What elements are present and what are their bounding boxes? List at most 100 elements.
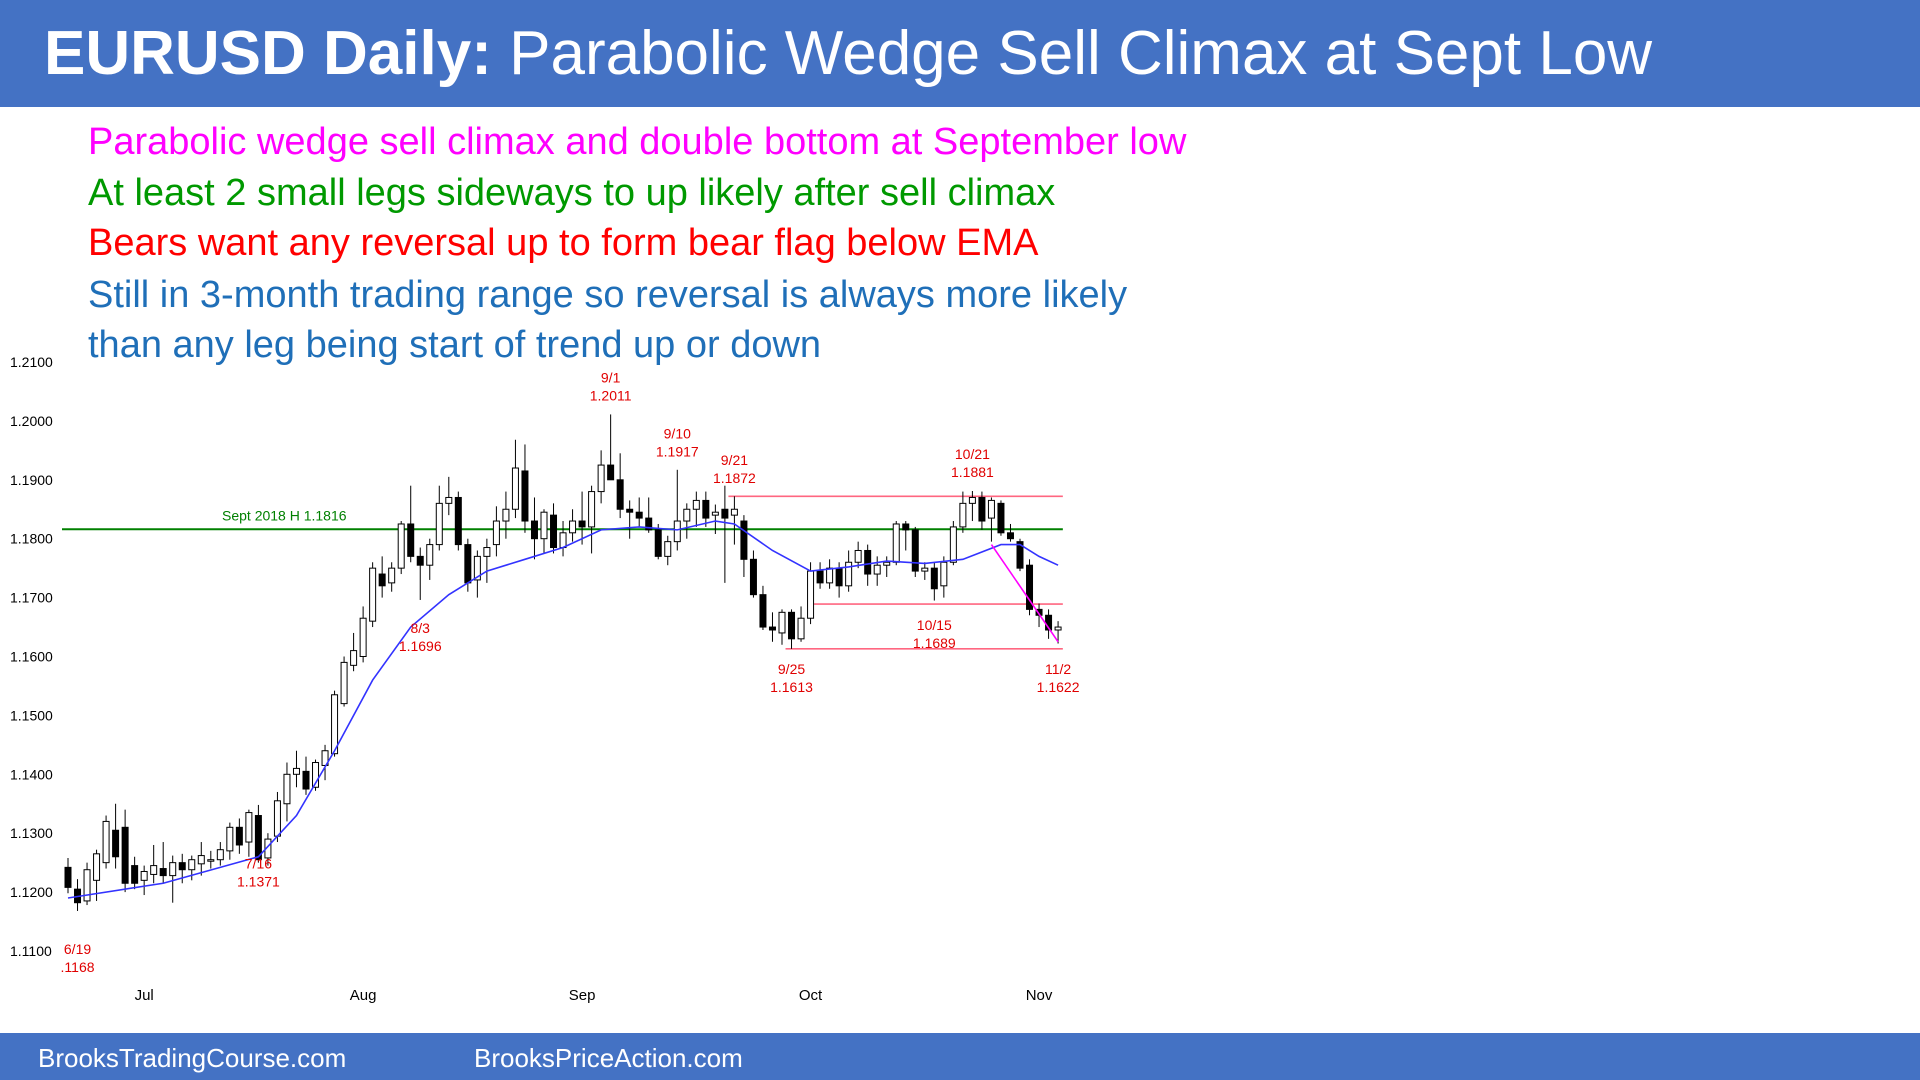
- page-title-rest: Parabolic Wedge Sell Climax at Sept Low: [509, 19, 1653, 88]
- candle-body: [521, 470, 529, 522]
- annotation-price: 1.1696: [399, 638, 442, 654]
- candle-body: [530, 520, 538, 540]
- candle-body: [1054, 626, 1062, 631]
- candle-body: [797, 617, 805, 640]
- candle-body: [826, 567, 834, 584]
- annotation-date: 9/21: [721, 452, 748, 468]
- support-line-label: Sept 2018 H 1.1816: [222, 507, 347, 523]
- wedge-line: [990, 544, 1059, 643]
- candle-body: [902, 523, 910, 531]
- ema-line: [67, 520, 1059, 899]
- candle-body: [121, 826, 129, 884]
- candle-body: [930, 567, 938, 590]
- candle-body: [588, 491, 596, 528]
- annotation-price: 1.1371: [237, 874, 280, 890]
- annotation-date: 8/3: [411, 620, 431, 636]
- candle-body: [949, 526, 957, 563]
- candle-body: [454, 496, 462, 546]
- annotation-date: 10/15: [917, 617, 952, 633]
- candle-body: [197, 855, 205, 865]
- x-tick-label: Jul: [135, 987, 154, 1004]
- annotation-price: .1168: [61, 959, 95, 975]
- candle-body: [502, 508, 510, 522]
- candle-body: [978, 496, 986, 522]
- candle-body: [93, 853, 101, 881]
- candle-body: [711, 511, 719, 516]
- candle-body: [226, 826, 234, 852]
- y-tick-label: 1.1500: [10, 707, 53, 723]
- candle-body: [350, 650, 358, 666]
- page-title-bold: EURUSD Daily:: [44, 19, 492, 88]
- candle-body: [83, 869, 91, 902]
- candle-body: [112, 829, 120, 858]
- candle-body: [492, 520, 500, 546]
- candle-body: [435, 502, 443, 546]
- candle-body: [378, 573, 386, 587]
- candle-body: [407, 523, 415, 557]
- candle-body: [692, 499, 700, 510]
- candle-body: [388, 567, 396, 584]
- annotation-price: 1.2011: [590, 388, 632, 404]
- candle-body: [559, 532, 567, 549]
- candle-body: [64, 866, 72, 888]
- annotation-date: 10/21: [955, 446, 990, 462]
- candle-body: [188, 859, 196, 871]
- y-tick-label: 1.1900: [10, 472, 53, 488]
- candle-body: [397, 523, 405, 569]
- candle-body: [845, 561, 853, 587]
- candle-body: [607, 464, 615, 481]
- note-line-1: Parabolic wedge sell climax and double b…: [88, 121, 1187, 163]
- footer-right-link[interactable]: BrooksPriceAction.com: [474, 1043, 743, 1073]
- note-line-5: than any leg being start of trend up or …: [88, 324, 822, 366]
- candle-body: [159, 868, 167, 877]
- page-title: EURUSD Daily: Parabolic Wedge Sell Clima…: [44, 18, 1652, 89]
- candle-body: [331, 694, 339, 755]
- candle-body: [759, 594, 767, 628]
- annotation-date: 9/10: [664, 426, 691, 442]
- y-tick-label: 1.1400: [10, 766, 53, 782]
- candle-body: [312, 762, 320, 788]
- candle-body: [245, 812, 253, 843]
- footer-left-link[interactable]: BrooksTradingCourse.com: [38, 1043, 347, 1073]
- y-tick-label: 1.2100: [10, 354, 53, 370]
- candle-body: [854, 549, 862, 563]
- y-tick-label: 1.1700: [10, 590, 53, 606]
- annotation-price: 1.1881: [951, 464, 994, 480]
- candle-body: [511, 467, 519, 510]
- candle-body: [721, 508, 729, 519]
- candle-body: [426, 544, 434, 566]
- candle-body: [169, 862, 177, 877]
- candle-body: [654, 529, 662, 557]
- candle-body: [445, 496, 453, 504]
- candle-body: [968, 496, 976, 504]
- candle-body: [959, 502, 967, 528]
- candle-body: [464, 544, 472, 584]
- y-tick-label: 1.1200: [10, 884, 53, 900]
- candle-body: [911, 529, 919, 572]
- candle-body: [740, 520, 748, 560]
- candle-body: [540, 511, 548, 540]
- candle-body: [987, 499, 995, 519]
- candle-body: [997, 502, 1005, 534]
- y-tick-label: 1.2000: [10, 413, 53, 429]
- candle-body: [254, 815, 262, 861]
- candle-body: [483, 547, 491, 557]
- x-tick-label: Oct: [799, 987, 823, 1004]
- candle-body: [1006, 532, 1014, 540]
- candle-body: [273, 800, 281, 837]
- candle-body: [683, 508, 691, 522]
- candle-body: [807, 570, 815, 619]
- candle-body: [921, 567, 929, 572]
- annotation-date: 9/25: [778, 661, 805, 677]
- candle-body: [150, 865, 158, 875]
- candle-body: [702, 499, 710, 519]
- candle-body: [835, 567, 843, 587]
- x-tick-label: Aug: [350, 987, 377, 1004]
- footer-bar: BrooksTradingCourse.com BrooksPriceActio…: [0, 1033, 1920, 1080]
- annotation-price: 1.1622: [1037, 679, 1080, 695]
- candle-body: [578, 520, 586, 528]
- candle-body: [340, 661, 348, 705]
- y-tick-label: 1.1300: [10, 825, 53, 841]
- candle-body: [292, 767, 300, 775]
- candlestick-chart: 1.2100 1.2000 1.1900 1.1800 1.1700 1.1600 1.15…: [10, 354, 1080, 1004]
